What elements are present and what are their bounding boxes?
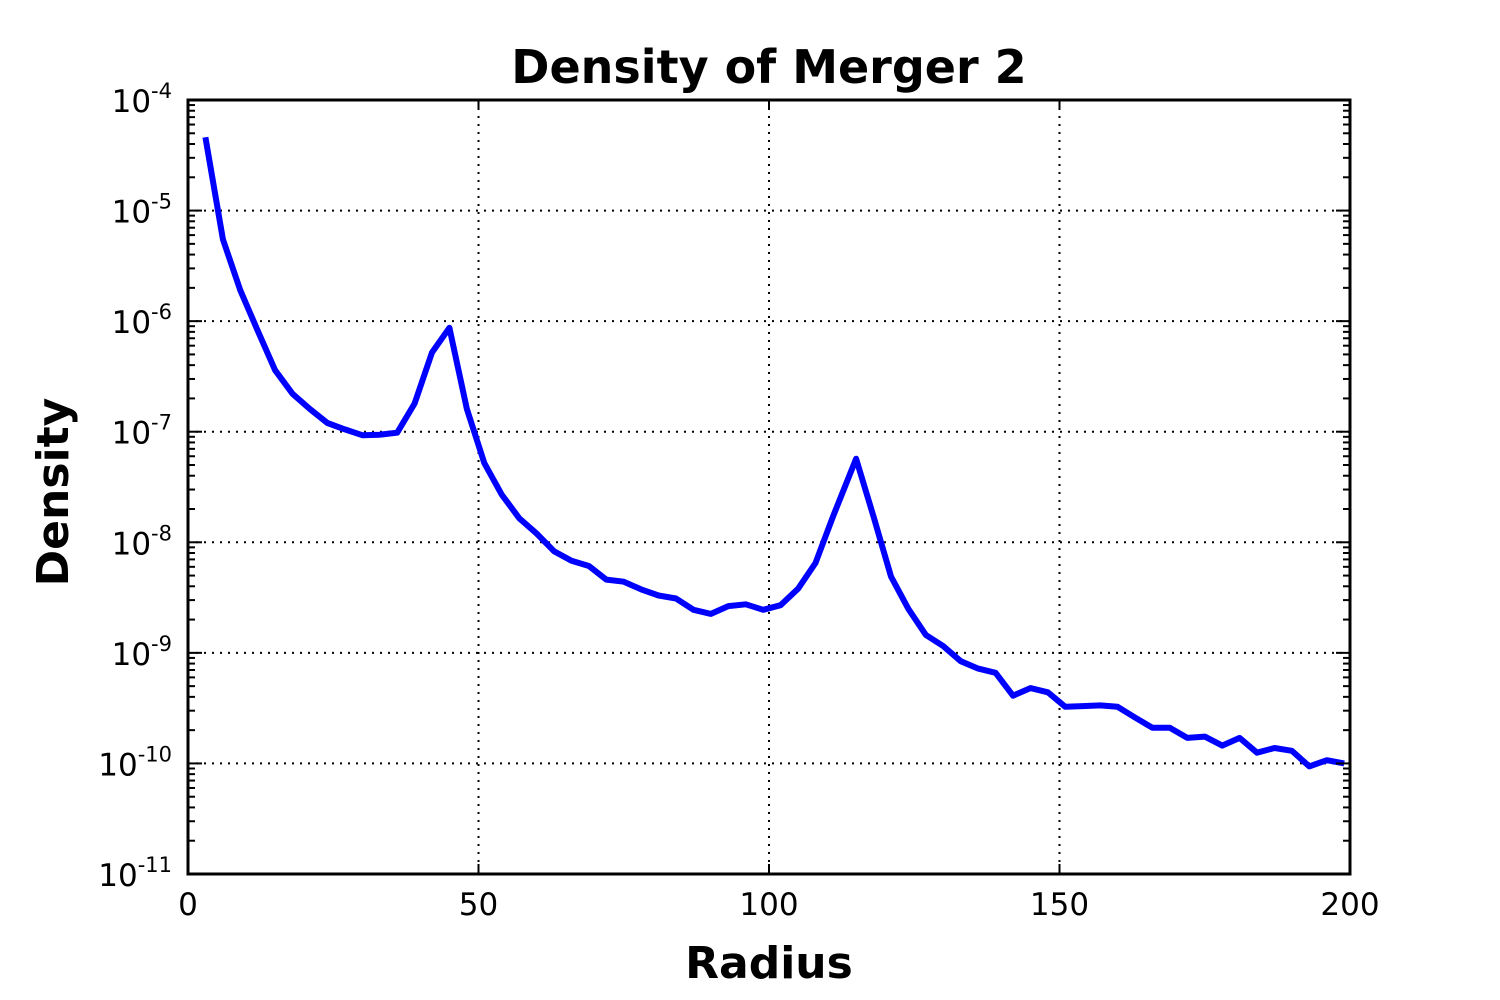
grid-lines <box>188 100 1350 874</box>
y-tick-label: 10-10 <box>98 742 172 783</box>
axis-ticks <box>187 99 1351 875</box>
y-tick-label: 10-8 <box>112 521 172 562</box>
x-tick-label: 200 <box>1320 887 1379 923</box>
chart-title: Density of Merger 2 <box>511 40 1026 94</box>
series-layer <box>202 136 1345 770</box>
y-tick-label: 10-7 <box>112 411 172 452</box>
y-axis-label: Density <box>28 398 79 587</box>
y-tick-label: 10-9 <box>112 632 172 673</box>
x-tick-label: 100 <box>739 887 798 923</box>
x-tick-label: 50 <box>459 887 498 923</box>
x-tick-label: 150 <box>1030 887 1089 923</box>
y-tick-label: 10-4 <box>112 79 172 120</box>
x-tick-label: 0 <box>178 887 198 923</box>
density-series-line <box>202 136 1345 770</box>
x-axis-label: Radius <box>685 938 853 989</box>
y-tick-label: 10-5 <box>112 190 172 231</box>
y-tick-label: 10-11 <box>98 853 172 894</box>
tick-labels: 0 50 100 150 200 10-11 10-10 10-9 10-8 10-7 10-6 10… <box>98 79 1379 923</box>
y-tick-label: 10-6 <box>112 300 172 341</box>
